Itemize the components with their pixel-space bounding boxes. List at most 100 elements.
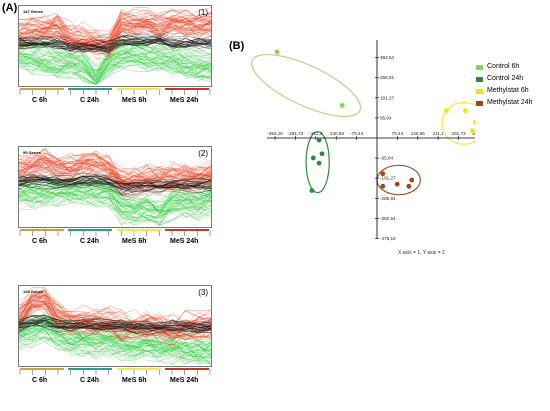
condition-labels-2: C 6h C 24h MeS 6h MeS 24h	[18, 229, 212, 254]
profile-line	[19, 175, 211, 189]
condition-bar-c24	[68, 88, 112, 90]
point-methylstat-24h	[380, 183, 386, 189]
profile-line	[19, 329, 211, 365]
legend-item-control-24h: Control 24h	[476, 75, 548, 87]
profile-line	[19, 178, 211, 192]
profile-line	[19, 33, 211, 45]
condition-label-c6: C 6h	[32, 377, 48, 384]
profile-line	[19, 7, 211, 32]
profile-line	[19, 325, 211, 362]
x-tick-label: -352,16	[267, 131, 283, 136]
point-control-24h	[316, 160, 322, 166]
profile-line	[19, 174, 211, 207]
profile-plot-3: 128 Genes (3)	[18, 285, 212, 367]
condition-label-m24: MeS 24h	[170, 377, 199, 384]
profile-line	[19, 178, 211, 215]
point-methylstat-6h	[444, 108, 449, 114]
profile-line	[19, 148, 211, 180]
profile-lines-3	[19, 287, 211, 365]
profile-line	[19, 183, 211, 216]
profile-line	[19, 18, 211, 50]
profile-line	[19, 316, 211, 329]
pca-scatter-plot: -352,16 -281,73 -211,3 -140,86 -70,43 70,43 14…	[251, 40, 475, 241]
legend-item-methylstat-6h: Methylstat 6h	[476, 87, 548, 99]
profile-line	[19, 161, 211, 189]
profile-line	[19, 182, 211, 214]
profile-ticks-3	[19, 369, 211, 375]
profile-line	[19, 328, 211, 364]
profile-line	[19, 33, 211, 46]
condition-bar-m6	[117, 368, 161, 370]
point-methylstat-24h	[409, 177, 415, 183]
condition-label-m6: MeS 6h	[122, 97, 147, 104]
profile-line	[19, 297, 211, 324]
profile-line	[19, 321, 211, 331]
profile-line	[19, 36, 211, 47]
legend-item-control-6h: Control 6h	[476, 63, 548, 75]
profile-line	[19, 294, 211, 328]
ellipse-methylstat-6h	[441, 101, 475, 145]
condition-bar-m6	[117, 88, 161, 90]
profile-line	[19, 175, 211, 190]
profile-number-2: (2)	[198, 149, 208, 158]
profile-lines-1	[19, 7, 211, 85]
condition-bar-m24	[165, 229, 209, 231]
profile-line	[19, 39, 211, 53]
ellipse-control-6h	[251, 53, 362, 118]
x-tick-label: 140,86	[411, 131, 425, 136]
condition-label-c24: C 24h	[80, 97, 100, 104]
profile-line	[19, 337, 211, 362]
profile-line	[19, 42, 211, 74]
panel-a-label: (A)	[2, 2, 18, 14]
profile-line	[19, 318, 211, 356]
x-tick-label: 211,1	[433, 131, 445, 136]
profile-line	[19, 305, 211, 346]
profile-panel-3: 128 Genes (3) C 6h C 24h MeS 6h MeS 24h	[18, 285, 212, 393]
profile-ticks-2	[19, 230, 211, 236]
y-tick-label: -95,64	[380, 156, 393, 161]
y-tick-label: -191,27	[380, 176, 396, 181]
condition-label-c6: C 6h	[32, 97, 48, 104]
y-tick-label: 382,54	[380, 55, 394, 60]
condition-label-c24: C 24h	[80, 377, 100, 384]
legend-label-control-24h: Control 24h	[487, 75, 524, 82]
y-tick-label: 191,27	[380, 95, 394, 100]
profile-line	[19, 182, 211, 196]
condition-bar-c24	[68, 368, 112, 370]
profile-line	[19, 327, 211, 361]
point-methylstat-6h	[470, 128, 475, 134]
profile-line	[19, 315, 211, 329]
profile-line	[19, 53, 211, 79]
profile-line	[19, 10, 211, 44]
condition-label-m6: MeS 6h	[122, 377, 147, 384]
condition-bar-c6	[20, 368, 64, 370]
profile-line	[19, 321, 211, 334]
profile-line	[19, 44, 211, 74]
point-control-24h	[309, 188, 315, 193]
profile-line	[19, 332, 211, 362]
y-tick-label: -382,54	[380, 216, 396, 221]
condition-bar-m6	[117, 229, 161, 231]
condition-labels-1: C 6h C 24h MeS 6h MeS 24h	[18, 88, 212, 113]
axis-note: X axis = 1, Y axis = 2	[398, 250, 445, 256]
legend-label-control-6h: Control 6h	[487, 63, 520, 70]
profile-plot-2: 95 Genes (2)	[18, 146, 212, 228]
x-tick-label: -140,86	[328, 131, 344, 136]
x-tick-label: 352,16	[472, 131, 475, 136]
point-control-6h	[274, 49, 280, 55]
point-methylstat-24h	[394, 181, 400, 187]
profile-line	[19, 156, 211, 180]
profile-line	[19, 53, 211, 85]
gene-count-2: 95 Genes	[23, 150, 41, 155]
profile-line	[19, 320, 211, 330]
condition-bar-m24	[165, 88, 209, 90]
legend-item-methylstat-24h: Methylstat 24h	[476, 99, 548, 111]
legend-label-methylstat-24h: Methylstat 24h	[487, 99, 533, 106]
gene-count-1: 147 Genes	[23, 9, 44, 14]
profile-line	[19, 321, 211, 332]
profile-line	[19, 39, 211, 53]
profile-line	[19, 192, 211, 226]
profile-line	[19, 39, 211, 51]
y-tick-label: 286,91	[380, 75, 394, 80]
profile-line	[19, 334, 211, 359]
